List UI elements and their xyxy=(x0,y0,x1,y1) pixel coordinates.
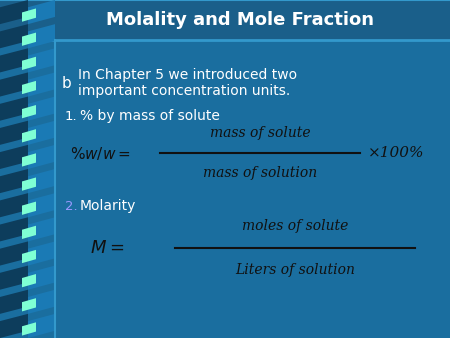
Polygon shape xyxy=(22,298,36,311)
Polygon shape xyxy=(28,241,55,266)
Text: b: b xyxy=(62,75,72,91)
Polygon shape xyxy=(28,193,55,217)
Polygon shape xyxy=(28,0,55,24)
Text: % by mass of solute: % by mass of solute xyxy=(80,109,220,123)
Polygon shape xyxy=(0,72,28,97)
Text: In Chapter 5 we introduced two: In Chapter 5 we introduced two xyxy=(78,68,297,82)
Polygon shape xyxy=(22,250,36,263)
Text: 1.: 1. xyxy=(65,110,77,122)
Polygon shape xyxy=(28,169,55,193)
Polygon shape xyxy=(22,129,36,142)
Text: mass of solution: mass of solution xyxy=(203,166,317,180)
Polygon shape xyxy=(22,81,36,94)
Polygon shape xyxy=(0,217,28,241)
Polygon shape xyxy=(28,290,55,314)
Text: Molarity: Molarity xyxy=(80,199,136,213)
Text: important concentration units.: important concentration units. xyxy=(78,84,290,98)
Polygon shape xyxy=(0,24,28,48)
Polygon shape xyxy=(22,8,36,22)
Text: ×100%: ×100% xyxy=(368,146,424,160)
Polygon shape xyxy=(0,145,28,169)
Polygon shape xyxy=(28,24,55,48)
Polygon shape xyxy=(0,193,28,217)
Text: mass of solute: mass of solute xyxy=(210,126,310,140)
Polygon shape xyxy=(0,314,28,338)
Polygon shape xyxy=(22,177,36,191)
Text: moles of solute: moles of solute xyxy=(242,219,348,233)
Polygon shape xyxy=(0,121,28,145)
Polygon shape xyxy=(28,48,55,72)
Bar xyxy=(0,0,450,40)
Polygon shape xyxy=(28,314,55,338)
Text: Liters of solution: Liters of solution xyxy=(235,263,355,277)
Polygon shape xyxy=(22,226,36,239)
Text: $M=$: $M=$ xyxy=(90,239,124,257)
Polygon shape xyxy=(0,241,28,266)
Polygon shape xyxy=(22,274,36,287)
Polygon shape xyxy=(0,97,28,121)
Polygon shape xyxy=(28,97,55,121)
Polygon shape xyxy=(22,105,36,118)
Polygon shape xyxy=(28,72,55,97)
Polygon shape xyxy=(22,201,36,215)
Polygon shape xyxy=(28,217,55,241)
Polygon shape xyxy=(28,266,55,290)
Polygon shape xyxy=(0,0,28,24)
Polygon shape xyxy=(22,57,36,70)
Text: $\mathit{\%w/w}=$: $\mathit{\%w/w}=$ xyxy=(70,145,130,162)
Polygon shape xyxy=(0,48,28,72)
Polygon shape xyxy=(0,290,28,314)
Text: Molality and Mole Fraction: Molality and Mole Fraction xyxy=(106,11,374,29)
Polygon shape xyxy=(22,153,36,167)
Polygon shape xyxy=(22,32,36,46)
Text: 2.: 2. xyxy=(65,199,77,213)
Polygon shape xyxy=(0,169,28,193)
Polygon shape xyxy=(28,121,55,145)
Polygon shape xyxy=(22,322,36,336)
Polygon shape xyxy=(0,266,28,290)
Polygon shape xyxy=(28,145,55,169)
